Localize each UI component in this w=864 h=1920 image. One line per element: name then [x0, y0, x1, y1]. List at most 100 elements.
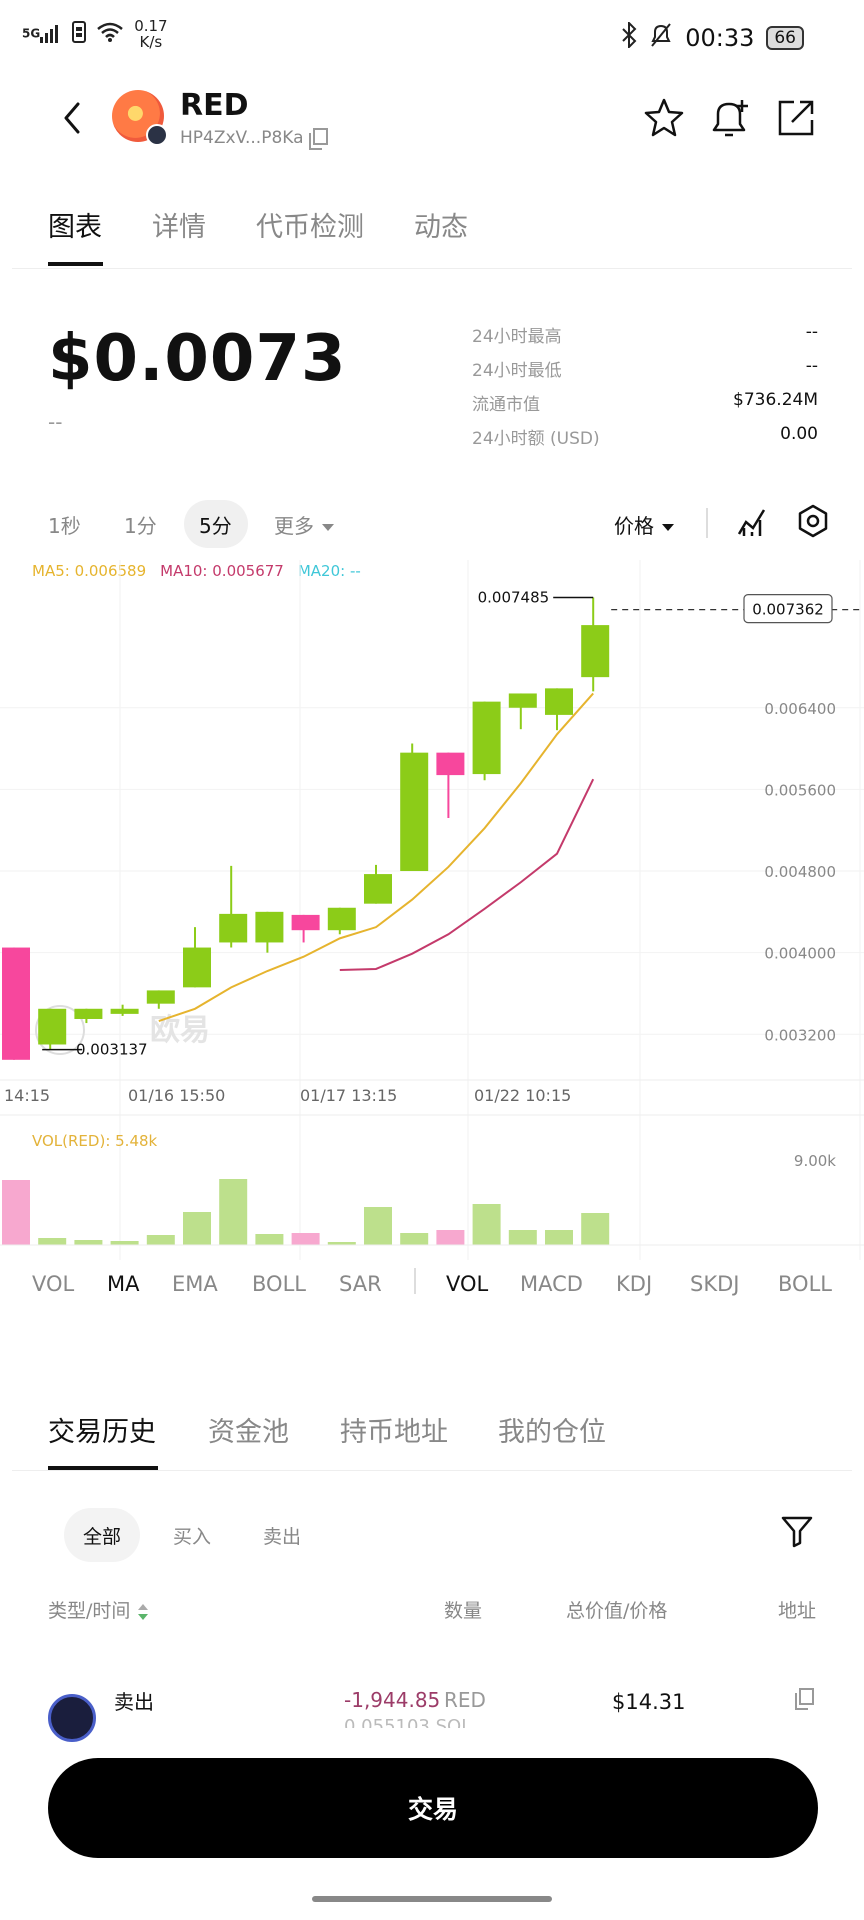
timeframe-1m[interactable]: 1分	[124, 514, 157, 538]
candle-body-9	[327, 907, 356, 931]
copy-icon	[795, 1688, 814, 1710]
candle-body-8	[291, 914, 320, 931]
candle-body-16	[581, 625, 610, 678]
price-type-label: 价格	[614, 514, 654, 538]
tab-chart[interactable]: 图表	[48, 212, 102, 243]
volume-bar-15	[545, 1230, 573, 1245]
battery-indicator: 66	[766, 26, 804, 50]
filter-sell[interactable]: 卖出	[262, 1525, 301, 1548]
tab-my-position[interactable]: 我的仓位	[498, 1417, 606, 1448]
stat-value-low: --	[805, 356, 818, 376]
volume-bar-10	[364, 1207, 392, 1245]
favorite-button[interactable]	[642, 96, 686, 140]
candle-body-7	[255, 911, 284, 943]
stat-value-mcap: $736.24M	[733, 390, 818, 410]
timeframe-5m[interactable]: 5分	[199, 514, 232, 538]
current-price: $0.0073	[48, 322, 347, 396]
candle-body-5	[183, 947, 211, 988]
tab-details[interactable]: 详情	[152, 212, 206, 243]
ma10-line	[339, 778, 595, 971]
stat-value-volume: 0.00	[780, 424, 818, 444]
volume-bar-9	[327, 1242, 356, 1245]
indicator-sar[interactable]: SAR	[339, 1272, 382, 1296]
stat-label-high: 24小时最高	[472, 327, 562, 347]
ma10-label: MA10: 0.005677	[160, 562, 284, 580]
tab-liquidity-pool[interactable]: 资金池	[208, 1417, 289, 1448]
indicator-ma[interactable]: MA	[107, 1272, 140, 1296]
clock-time: 00:33	[685, 24, 755, 52]
filter-all[interactable]: 全部	[64, 1508, 140, 1562]
status-bar-left: 5G 0.17 K/s	[22, 18, 168, 50]
stat-value-high: --	[805, 322, 818, 342]
bell-plus-icon	[712, 100, 748, 137]
trade-type: 卖出	[114, 1690, 154, 1714]
timeframe-more[interactable]: 更多	[274, 510, 336, 539]
filter-button[interactable]	[780, 1514, 814, 1552]
chart-type-button[interactable]	[736, 506, 768, 542]
indicator-macd[interactable]: MACD	[520, 1272, 583, 1296]
x-label-3: 01/22 10:15	[474, 1086, 572, 1105]
trade-button[interactable]: 交易	[48, 1758, 818, 1858]
price-alert-button[interactable]	[708, 96, 752, 140]
header-total: 总价值/价格	[566, 1600, 668, 1622]
high-price-label: 0.007485	[478, 589, 550, 607]
trade-dex-icon	[48, 1694, 96, 1742]
sort-icon	[138, 1603, 149, 1620]
volume-bar-4	[146, 1235, 175, 1245]
indicator-skdj[interactable]: SKDJ	[690, 1272, 740, 1296]
candle-body-15	[545, 688, 573, 715]
copy-address-button[interactable]	[308, 128, 328, 154]
price-chart[interactable]: 0.006400 0.005600 0.004800 0.004000 0.003200…	[0, 560, 864, 1260]
volume-bar-12	[436, 1230, 465, 1245]
ma20-label: MA20: --	[297, 562, 361, 580]
low-price-label: 0.003137	[76, 1041, 148, 1059]
tab-holders[interactable]: 持币地址	[340, 1417, 448, 1448]
sim-icon	[72, 21, 87, 47]
home-indicator	[312, 1896, 552, 1902]
candle-body-14	[508, 693, 537, 708]
tabs-divider	[12, 268, 852, 269]
copy-trade-address-button[interactable]	[794, 1688, 814, 1714]
volume-bar-3	[110, 1241, 139, 1245]
chevron-left-icon	[64, 102, 80, 134]
settings-hexagon-icon	[798, 504, 828, 538]
ma5-line	[158, 692, 594, 1022]
token-address: HP4ZxV...P8Ka	[180, 128, 304, 148]
volume-legend: VOL(RED): 5.48k	[32, 1132, 158, 1150]
tab-activity[interactable]: 动态	[414, 212, 468, 243]
tab-trade-history[interactable]: 交易历史	[48, 1417, 156, 1448]
header-type-time-label: 类型/时间	[48, 1600, 131, 1622]
y-tick-label-0: 0.006400	[764, 700, 836, 718]
candle-body-6	[219, 913, 248, 943]
header-amount: 数量	[444, 1600, 483, 1622]
indicator-boll-sub[interactable]: BOLL	[778, 1272, 832, 1296]
bluetooth-icon	[621, 20, 637, 54]
header-type-time[interactable]: 类型/时间	[48, 1596, 150, 1623]
trade-amount: -1,944.85	[344, 1688, 441, 1712]
mute-bell-icon	[649, 22, 673, 54]
y-tick-label-4: 0.003200	[764, 1026, 836, 1044]
caret-down-icon	[662, 524, 675, 531]
price-type-select[interactable]: 价格	[614, 510, 676, 539]
indicator-boll-main[interactable]: BOLL	[252, 1272, 306, 1296]
indicator-vol-sub[interactable]: VOL	[446, 1272, 489, 1296]
timeframe-1s[interactable]: 1秒	[48, 514, 81, 538]
copy-icon	[309, 128, 328, 150]
x-label-2: 01/17 13:15	[300, 1086, 398, 1105]
chart-settings-button[interactable]	[796, 504, 830, 542]
volume-bar-7	[255, 1234, 284, 1245]
share-button[interactable]	[774, 96, 818, 140]
back-button[interactable]	[58, 100, 88, 136]
candle-body-12	[436, 752, 465, 776]
filter-buy[interactable]: 买入	[172, 1525, 211, 1548]
header-address: 地址	[778, 1600, 817, 1622]
trade-symbol: RED	[444, 1688, 486, 1712]
indicator-vol-main[interactable]: VOL	[32, 1272, 75, 1296]
timeframe-more-label: 更多	[274, 514, 314, 538]
current-price-label: 0.007362	[752, 601, 824, 619]
volume-bar-13	[472, 1204, 501, 1245]
candle-body-4	[146, 990, 175, 1004]
indicator-ema[interactable]: EMA	[172, 1272, 218, 1296]
indicator-kdj[interactable]: KDJ	[616, 1272, 653, 1296]
tab-token-check[interactable]: 代币检测	[256, 212, 364, 243]
